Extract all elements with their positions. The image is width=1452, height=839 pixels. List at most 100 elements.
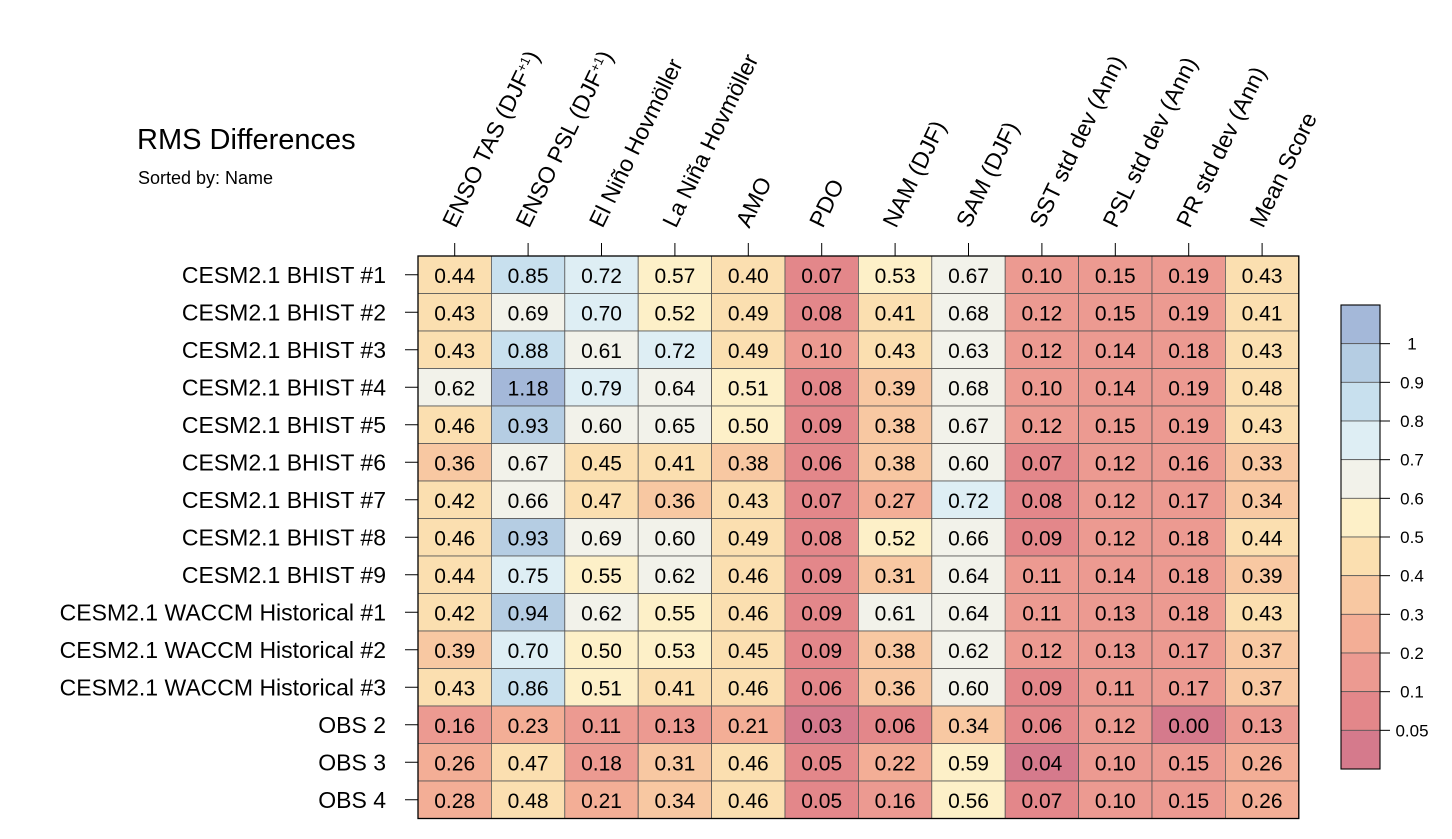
chart-title: RMS Differences bbox=[137, 124, 356, 156]
cell-value-label: 0.18 bbox=[1168, 340, 1209, 363]
cell-value-label: 0.12 bbox=[1095, 715, 1136, 738]
cell-value-label: 0.10 bbox=[1021, 377, 1062, 400]
cell-value-label: 0.11 bbox=[582, 715, 621, 738]
cell-value-label: 0.11 bbox=[1022, 602, 1061, 625]
cell-value-label: 0.16 bbox=[1168, 452, 1209, 475]
cell-value-label: 0.62 bbox=[654, 565, 695, 588]
heatmap-cell bbox=[637, 668, 713, 707]
cell-value-label: 0.62 bbox=[434, 377, 475, 400]
heatmap-cell bbox=[784, 630, 859, 669]
cell-value-label: 0.43 bbox=[1242, 265, 1283, 288]
cell-value-label: 0.61 bbox=[875, 602, 916, 625]
cell-value-label: 0.06 bbox=[801, 452, 842, 475]
cell-value-label: 0.21 bbox=[581, 790, 622, 813]
heatmap-cell bbox=[784, 555, 859, 594]
heatmap-cell bbox=[711, 743, 786, 782]
column-label: Mean Score bbox=[1244, 108, 1322, 231]
cell-value-label: 0.26 bbox=[434, 752, 475, 775]
cell-value-label: 0.75 bbox=[508, 565, 549, 588]
cell-value-label: 0.62 bbox=[948, 640, 989, 663]
cell-value-label: 0.70 bbox=[581, 302, 622, 325]
cell-value-label: 0.12 bbox=[1095, 490, 1136, 513]
heatmap-cell bbox=[490, 555, 566, 594]
heatmap-cell bbox=[1151, 555, 1226, 594]
cell-value-label: 0.26 bbox=[1242, 790, 1283, 813]
heatmap-cell bbox=[1225, 668, 1300, 707]
cell-value-label: 0.69 bbox=[508, 302, 549, 325]
cell-value-label: 0.69 bbox=[581, 527, 622, 550]
cell-value-label: 0.03 bbox=[801, 715, 842, 738]
row-label: CESM2.1 BHIST #7 bbox=[182, 487, 386, 513]
cell-value-label: 0.12 bbox=[1095, 527, 1136, 550]
colorbar-swatch bbox=[1340, 729, 1381, 770]
heatmap-cell bbox=[784, 593, 859, 632]
colorbar-label: 0.05 bbox=[1395, 721, 1428, 740]
cell-value-label: 0.46 bbox=[728, 565, 769, 588]
column-label-superscript: +1 bbox=[513, 54, 533, 74]
heatmap-cell bbox=[858, 293, 933, 332]
cell-value-label: 0.18 bbox=[1168, 602, 1209, 625]
row-label: CESM2.1 WACCM Historical #3 bbox=[60, 674, 386, 700]
heatmap-cell bbox=[1004, 443, 1080, 482]
column-label-text: NAM (DJF) bbox=[877, 116, 951, 231]
heatmap-cell bbox=[858, 743, 933, 782]
column-label-text: PDO bbox=[804, 175, 849, 231]
cell-value-label: 0.38 bbox=[875, 415, 916, 438]
column-label-text: SAM (DJF) bbox=[951, 118, 1024, 232]
heatmap-cell bbox=[1004, 780, 1080, 819]
heatmap-cell bbox=[564, 293, 639, 332]
heatmap-cell bbox=[931, 443, 1006, 482]
cell-value-label: 0.08 bbox=[801, 302, 842, 325]
heatmap-cell bbox=[490, 480, 566, 519]
colorbar-label: 0.1 bbox=[1400, 683, 1424, 702]
heatmap-cell bbox=[931, 780, 1006, 819]
cell-value-label: 0.68 bbox=[948, 377, 989, 400]
heatmap-cell bbox=[858, 630, 933, 669]
heatmap-cell bbox=[858, 443, 933, 482]
cell-value-label: 0.09 bbox=[801, 415, 842, 438]
cell-value-label: 0.13 bbox=[1095, 640, 1136, 663]
heatmap-cell bbox=[784, 743, 859, 782]
cell-value-label: 0.05 bbox=[801, 790, 842, 813]
cell-value-label: 0.15 bbox=[1168, 790, 1209, 813]
cell-value-label: 0.46 bbox=[728, 790, 769, 813]
cell-value-label: 0.36 bbox=[875, 677, 916, 700]
heatmap-cell bbox=[1225, 443, 1300, 482]
cell-value-label: 0.59 bbox=[948, 752, 989, 775]
heatmap-cell bbox=[1151, 743, 1226, 782]
column-label-text: Mean Score bbox=[1244, 108, 1322, 231]
heatmap-cell bbox=[417, 630, 492, 669]
cell-value-label: 0.93 bbox=[508, 415, 549, 438]
row-label: CESM2.1 BHIST #3 bbox=[182, 337, 386, 363]
heatmap-cell bbox=[1004, 668, 1080, 707]
heatmap-cell bbox=[1151, 405, 1226, 444]
cell-value-label: 0.17 bbox=[1168, 677, 1209, 700]
heatmap-cell bbox=[1225, 593, 1300, 632]
cell-value-label: 0.48 bbox=[1242, 377, 1283, 400]
cell-value-label: 0.12 bbox=[1021, 340, 1062, 363]
heatmap-cell bbox=[1004, 593, 1080, 632]
heatmap-cell bbox=[1151, 705, 1226, 744]
heatmap-cell bbox=[417, 593, 492, 632]
heatmap-cell bbox=[564, 555, 639, 594]
cell-value-label: 0.12 bbox=[1095, 452, 1136, 475]
cell-value-label: 0.46 bbox=[728, 677, 769, 700]
cell-value-label: 0.67 bbox=[948, 265, 989, 288]
cell-value-label: 0.04 bbox=[1021, 752, 1062, 775]
heatmap-cell bbox=[1151, 368, 1226, 407]
colorbar-swatch bbox=[1340, 575, 1381, 615]
heatmap-cell bbox=[564, 405, 639, 444]
cell-value-label: 0.67 bbox=[948, 415, 989, 438]
row-label: CESM2.1 BHIST #6 bbox=[182, 449, 386, 475]
heatmap-cell bbox=[1004, 630, 1080, 669]
cell-value-label: 0.53 bbox=[654, 640, 695, 663]
row-label: OBS 3 bbox=[318, 749, 386, 775]
cell-value-label: 0.68 bbox=[948, 302, 989, 325]
cell-value-label: 0.47 bbox=[581, 490, 622, 513]
cell-value-label: 0.15 bbox=[1095, 265, 1136, 288]
cell-value-label: 0.37 bbox=[1242, 677, 1283, 700]
heatmap-cell bbox=[564, 330, 639, 369]
cell-value-label: 0.10 bbox=[1095, 790, 1136, 813]
cell-value-label: 0.56 bbox=[948, 790, 989, 813]
cell-value-label: 0.55 bbox=[581, 565, 622, 588]
